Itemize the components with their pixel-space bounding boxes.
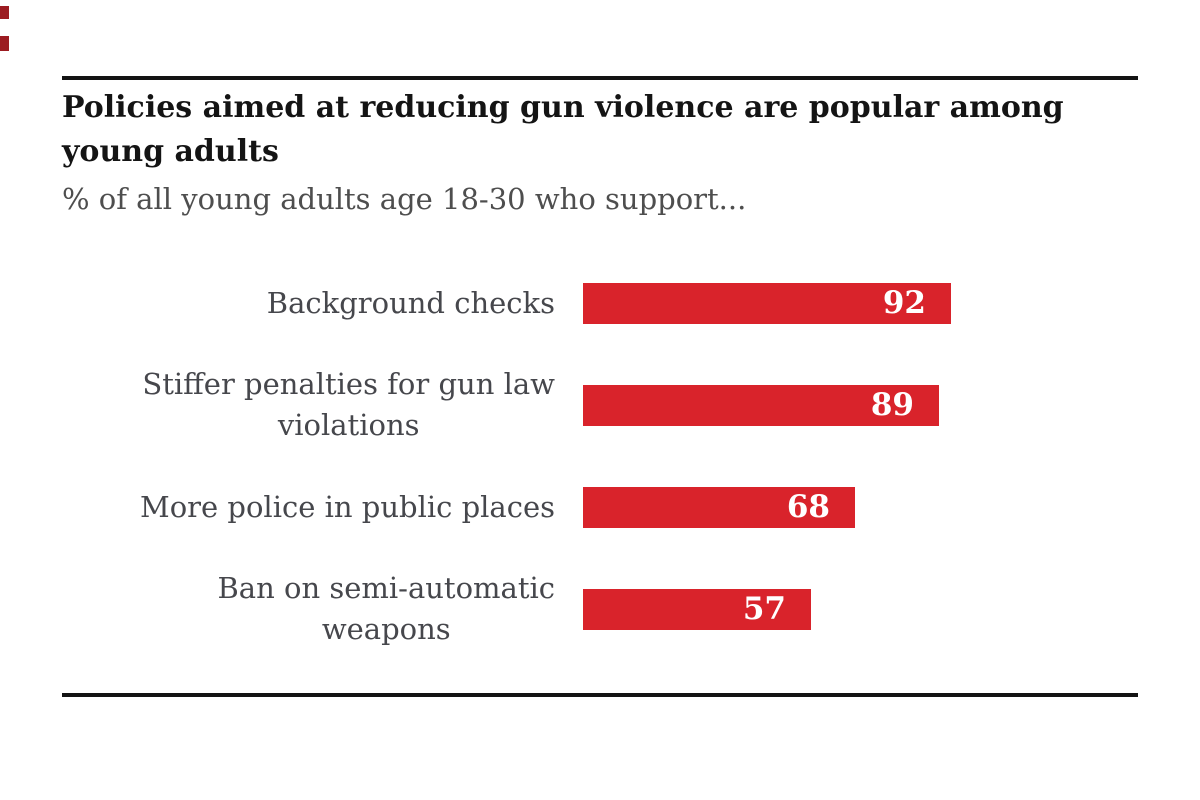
bar: 57 — [583, 588, 811, 630]
bar-value-label: 89 — [870, 387, 914, 423]
chart-title: Policies aimed at reducing gun violence … — [62, 90, 1064, 169]
category-label: Stiffer penalties for gun law violations — [142, 367, 555, 442]
bar-row: Background checks 92 — [62, 252, 1142, 354]
category-label: More police in public places — [140, 489, 555, 524]
bar: 89 — [583, 384, 939, 426]
bar: 68 — [583, 486, 855, 528]
bar-value-label: 57 — [742, 591, 786, 627]
bar-row: Ban on semi-automatic weapons 57 — [62, 558, 1142, 660]
bar-row: More police in public places 68 — [62, 456, 1142, 558]
bar-value-label: 92 — [882, 285, 926, 321]
bar-chart: Background checks 92 Stiffer penalties f… — [62, 252, 1142, 660]
category-label: Background checks — [266, 285, 555, 320]
bottom-divider-rule — [62, 693, 1138, 697]
category-label: Ban on semi-automatic weapons — [217, 571, 555, 646]
left-edge-artifact — [0, 36, 9, 51]
top-divider-rule — [62, 76, 1138, 80]
left-edge-artifact — [0, 6, 9, 19]
bar-value-label: 68 — [786, 489, 830, 525]
bar-row: Stiffer penalties for gun law violations… — [62, 354, 1142, 456]
bar: 92 — [583, 282, 951, 324]
chart-subtitle: % of all young adults age 18-30 who supp… — [62, 182, 747, 216]
